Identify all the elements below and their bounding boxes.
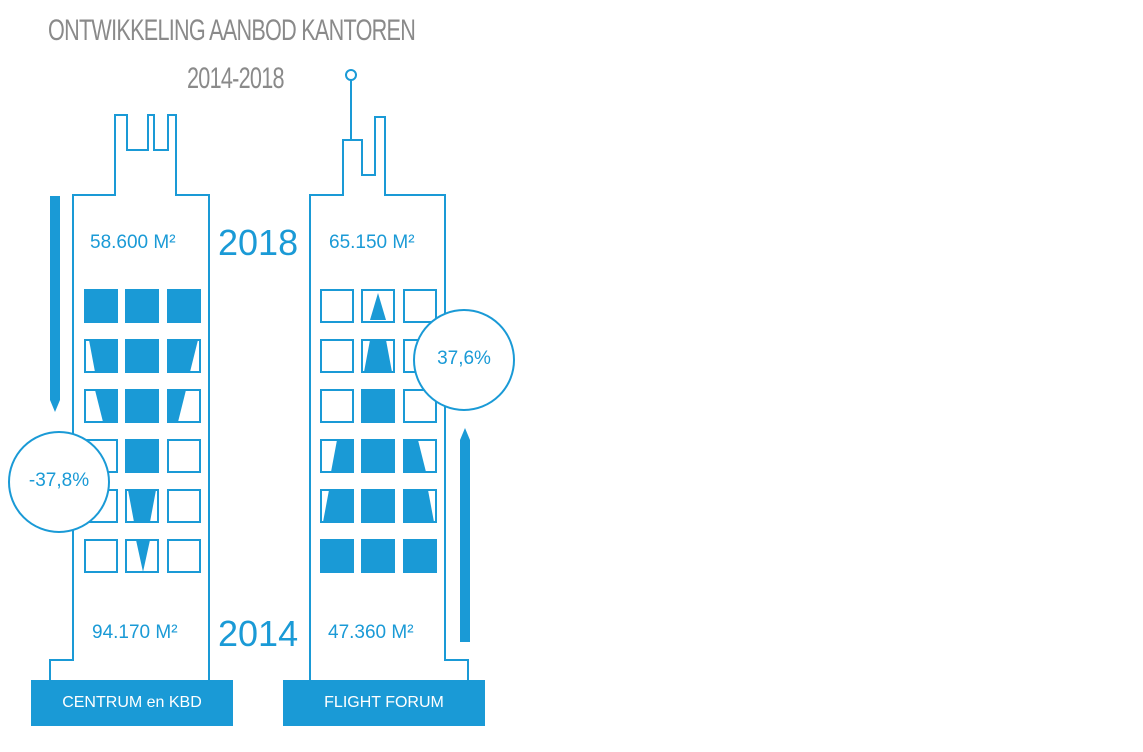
year-top-label: 2018 xyxy=(218,222,299,263)
right-building-label: FLIGHT FORUM xyxy=(283,680,485,726)
chart-title: ONTWIKKELING AANBOD KANTOREN xyxy=(48,14,416,47)
up-arrow xyxy=(460,428,470,642)
left-building-label: CENTRUM en KBD xyxy=(31,680,233,726)
right-change-circle xyxy=(413,309,515,411)
left-building-outline xyxy=(49,114,210,680)
right-windows xyxy=(320,289,437,573)
left-change-circle xyxy=(8,431,110,533)
left-area-2014: 94.170 M² xyxy=(92,622,178,643)
right-building-outline xyxy=(309,116,469,680)
left-windows xyxy=(84,289,201,573)
antenna-ball xyxy=(345,69,357,81)
left-change-value: -37,8% xyxy=(28,470,90,491)
down-arrow xyxy=(50,196,60,412)
left-area-2018: 58.600 M² xyxy=(90,232,176,253)
right-change-value: 37,6% xyxy=(437,348,491,369)
year-bottom-label: 2014 xyxy=(218,613,299,654)
right-area-2018: 65.150 M² xyxy=(329,232,415,253)
chart-subtitle: 2014-2018 xyxy=(187,62,285,95)
right-area-2014: 47.360 M² xyxy=(328,622,414,643)
